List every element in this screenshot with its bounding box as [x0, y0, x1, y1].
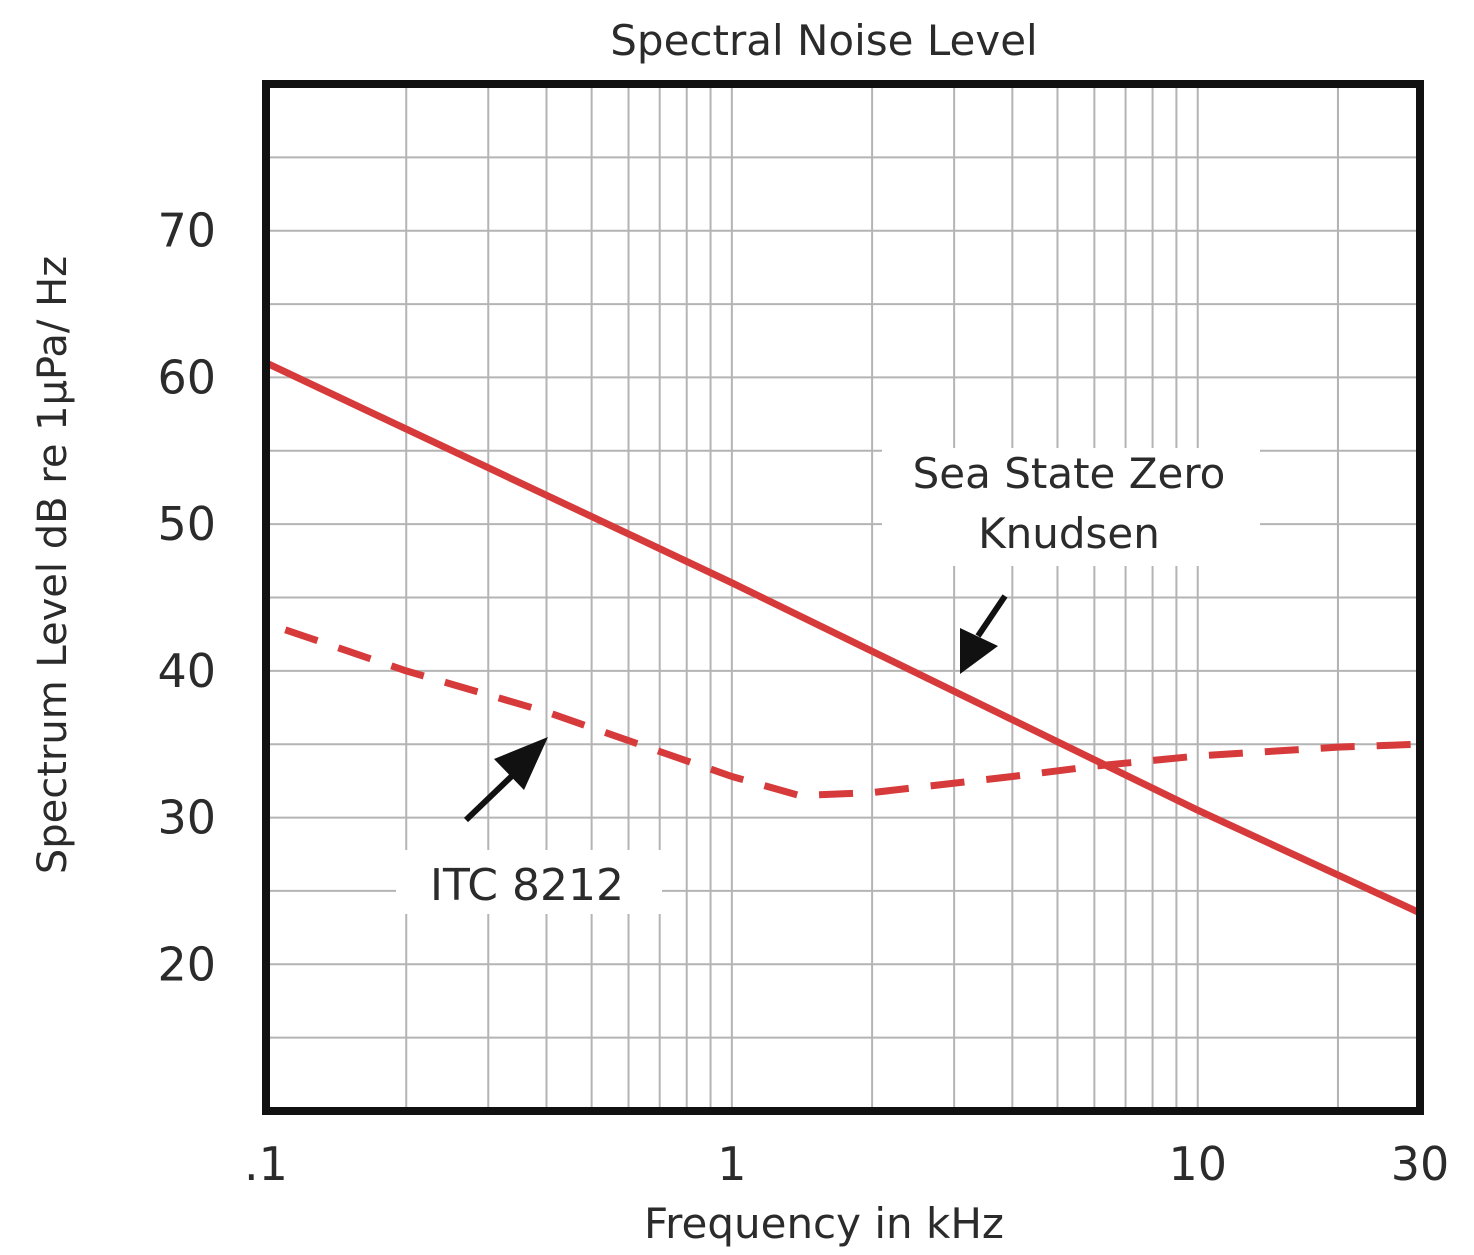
- series-layer: [264, 359, 1422, 917]
- grid: [266, 84, 1420, 1111]
- annotation-sea-state-line2: Knudsen: [978, 509, 1160, 558]
- series-line-itc-8212: [284, 626, 1421, 800]
- chart-title: Spectral Noise Level: [610, 16, 1037, 65]
- annotation-itc: ITC 8212: [396, 737, 662, 914]
- y-tick-label: 40: [157, 644, 216, 698]
- x-axis-label: Frequency in kHz: [644, 1199, 1004, 1248]
- annotation-sea-state: Sea State Zero Knudsen: [882, 448, 1260, 674]
- annotation-itc-box: [396, 850, 662, 914]
- x-tick-label: .1: [244, 1137, 288, 1191]
- y-tick-label: 30: [157, 791, 216, 845]
- y-tick-label: 70: [157, 204, 216, 258]
- annotation-itc-arrow-shaft: [463, 770, 518, 823]
- x-tick-labels: .1 1 10 30: [244, 1137, 1449, 1191]
- series-line-sea-state-zero-knudsen: [264, 359, 1422, 917]
- y-tick-label: 60: [157, 350, 216, 404]
- y-axis-label: Spectrum Level dB re 1µPa/ Hz: [30, 256, 76, 874]
- annotation-sea-state-arrow-shaft: [975, 594, 1008, 638]
- annotation-sea-state-line1: Sea State Zero: [913, 449, 1226, 498]
- annotation-itc-arrow-head: [494, 737, 548, 790]
- annotation-sea-state-arrow-head: [960, 628, 998, 674]
- plot-frame: [262, 80, 1424, 1115]
- annotation-itc-label: ITC 8212: [430, 860, 624, 911]
- y-tick-label: 50: [157, 497, 216, 551]
- x-tick-label: 10: [1168, 1137, 1227, 1191]
- x-tick-label: 1: [717, 1137, 746, 1191]
- x-tick-label: 30: [1391, 1137, 1450, 1191]
- y-tick-labels: 20 30 40 50 60 70: [157, 204, 216, 992]
- y-tick-label: 20: [157, 937, 216, 991]
- annotation-sea-state-box: [882, 448, 1260, 566]
